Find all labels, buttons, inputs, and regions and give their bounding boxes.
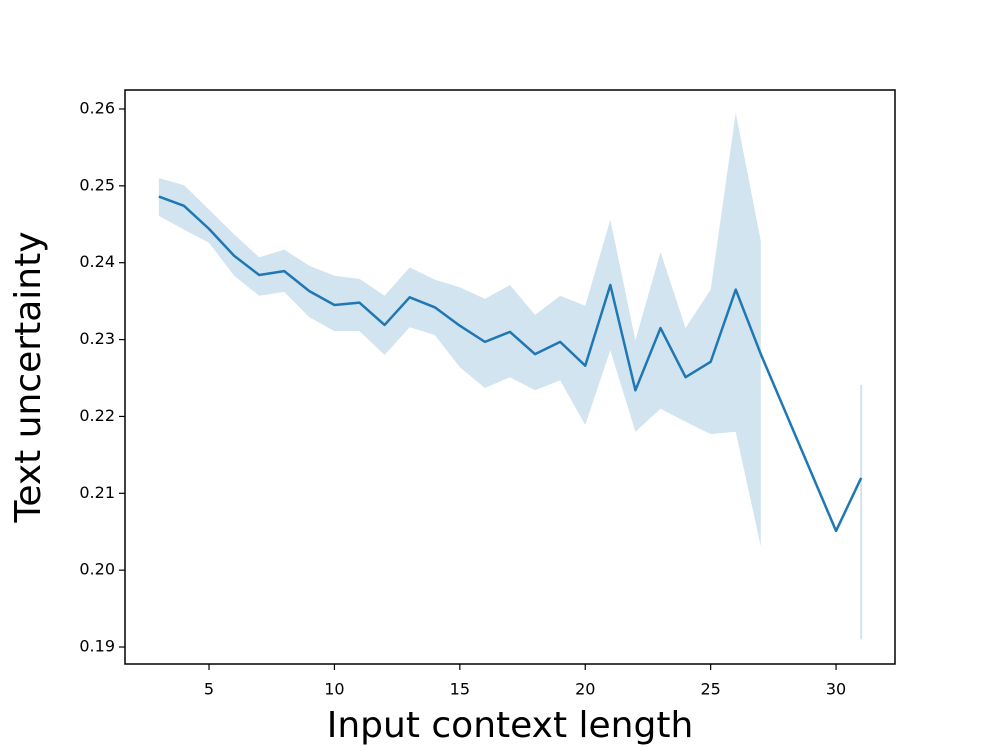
x-tick-label: 30 bbox=[826, 680, 846, 699]
y-axis-label: Text uncertainty bbox=[8, 231, 49, 523]
y-tick-label: 0.25 bbox=[79, 175, 115, 194]
y-tick-label: 0.19 bbox=[79, 637, 115, 656]
y-tick-label: 0.23 bbox=[79, 329, 115, 348]
y-tick-label: 0.26 bbox=[79, 98, 115, 117]
x-tick-label: 15 bbox=[450, 680, 470, 699]
y-tick-label: 0.20 bbox=[79, 560, 115, 579]
x-tick-label: 10 bbox=[324, 680, 344, 699]
x-tick-label: 20 bbox=[575, 680, 595, 699]
x-tick-label: 5 bbox=[204, 680, 214, 699]
y-tick-label: 0.22 bbox=[79, 406, 115, 425]
line bbox=[158, 195, 863, 533]
x-tick-label: 25 bbox=[700, 680, 720, 699]
y-tick-label: 0.24 bbox=[79, 252, 115, 271]
confidence-band bbox=[158, 112, 761, 547]
x-axis-label: Input context length bbox=[327, 705, 694, 746]
y-tick-label: 0.21 bbox=[79, 483, 115, 502]
plot-frame bbox=[124, 89, 896, 665]
